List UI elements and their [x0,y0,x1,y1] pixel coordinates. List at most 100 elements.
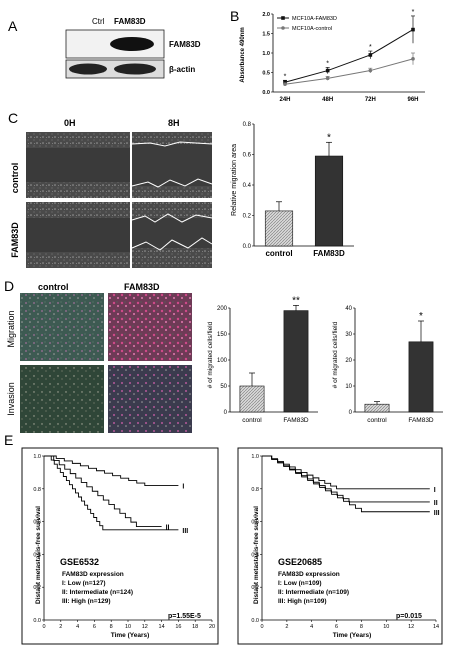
e1-xlabel: Time (Years) [111,632,150,639]
e2-dataset: GSE20685 [278,557,322,567]
e-curve-label: II [434,500,438,507]
e-ytick-label: 1.0 [33,454,41,460]
b-point-control [368,68,373,73]
e-xtick-label: 16 [175,624,181,630]
e-km-curve [44,455,179,531]
e-km-curve [44,455,179,486]
e2-group-3: III: High (n=109) [278,598,327,605]
bar-control [364,403,390,413]
e-ytick-label: 0.0 [33,618,41,624]
b-legend-marker [281,26,285,30]
e-curve-label: III [434,510,440,517]
ytick-label: 0.0 [243,244,252,250]
fam83d-band [110,37,154,51]
c-image-control-0h [26,132,130,198]
b-ytick-label: 0.5 [262,71,270,77]
ytick-label: 100 [217,358,228,364]
bar-fam83d [314,155,344,247]
band-label-fam83d: FAM83D [169,40,201,49]
b-legend-label: MCF10A-FAM83D [292,16,337,22]
e1-legend-title: FAM83D expression [62,571,124,578]
b-ytick-label: 2.0 [262,12,270,18]
e-ytick-label: 0.4 [251,552,259,558]
e-ytick-label: 0.4 [33,552,41,558]
xtick-label: control [242,417,262,424]
ytick-label: 0.2 [243,214,252,220]
panel-letter-e: E [4,432,14,448]
e-xtick-label: 14 [159,624,165,630]
b-ytick-label: 1.0 [262,51,270,57]
e-xtick-label: 14 [433,624,439,630]
d-row-invasion: Invasion [6,382,16,416]
e-xtick-label: 10 [125,624,131,630]
e1-dataset: GSE6532 [60,557,99,567]
significance-label: * [327,132,331,143]
d-image-invasion-fam83d [108,365,192,433]
lane-label-ctrl: Ctrl [92,17,105,26]
e1-frame [21,447,219,645]
e-curve-label: III [182,528,188,535]
band-label-actin: β-actin [169,65,195,74]
b-point-control [411,57,415,61]
e2-group-2: II: Intermediate (n=109) [278,589,349,596]
lane-label-fam83d: FAM83D [114,17,146,26]
e-xtick-label: 0 [42,624,45,630]
b-series-line [284,29,414,83]
bar-fam83d [408,341,434,413]
e-xtick-label: 0 [260,624,263,630]
c-row-fam83d: FAM83D [10,222,20,258]
b-asterisk: * [412,9,415,16]
ytick-label: 0.8 [243,122,252,128]
d-row-migration: Migration [6,310,16,347]
b-asterisk: * [369,44,372,51]
bar-control [239,385,265,413]
e2-legend-title: FAM83D expression [278,571,340,578]
e-xtick-label: 12 [142,624,148,630]
e-xtick-label: 4 [76,624,79,630]
e1-group-3: III: High (n=129) [62,598,111,605]
e-xtick-label: 12 [408,624,414,630]
bar-control [264,210,294,247]
e-xtick-label: 4 [310,624,313,630]
b-ylabel: Absorbance 490nm [240,27,246,82]
e-xtick-label: 10 [383,624,389,630]
b-asterisk: * [284,73,287,80]
e1-pvalue: p=1.55E-5 [168,613,201,620]
ytick-label: 30 [345,332,352,338]
e2-ylabel: Distant metastasis-free survival [253,506,260,604]
actin-band-fam83d [114,63,156,75]
e-xtick-label: 6 [335,624,338,630]
e-km-curve [262,455,430,513]
ytick-label: 200 [217,306,228,312]
e2-xlabel: Time (Years) [333,632,372,639]
b-ytick-label: 1.5 [262,32,270,38]
ytick-label: 0.6 [243,153,252,159]
actin-band-ctrl [69,63,107,75]
b-xtick-label: 72H [365,97,376,103]
xtick-label: control [367,417,387,424]
migration-cells-bar-chart: # of migrated cells/field 0 50 100 150 200 c… [207,295,318,424]
b-xtick-label: 24H [279,97,290,103]
e-km-curve [262,455,430,503]
e-xtick-label: 18 [192,624,198,630]
b-point-fam83d [283,80,287,85]
b-xtick-label: 96H [407,97,418,103]
e-ytick-label: 0.8 [251,487,259,493]
xtick-label: FAM83D [283,417,309,424]
b-ytick-label: 0.0 [262,90,270,96]
proliferation-line-chart: Absorbance 490nm 0.0 0.5 1.0 1.5 2.0 24H 48H 72… [240,9,425,103]
e-xtick-label: 20 [209,624,215,630]
b-xtick-label: 48H [322,97,333,103]
ytick-label: 150 [217,332,228,338]
b-point-control [283,82,287,86]
e-xtick-label: 2 [285,624,288,630]
e-km-curve [262,455,430,490]
d-col-fam83d: FAM83D [124,282,160,292]
d-image-invasion-control [20,365,104,433]
e-curve-label: I [434,487,436,494]
b-point-control [325,76,330,81]
c-image-control-8h [131,132,213,198]
c-row-control: control [10,163,20,194]
e1-group-2: II: Intermediate (n=124) [62,589,133,596]
